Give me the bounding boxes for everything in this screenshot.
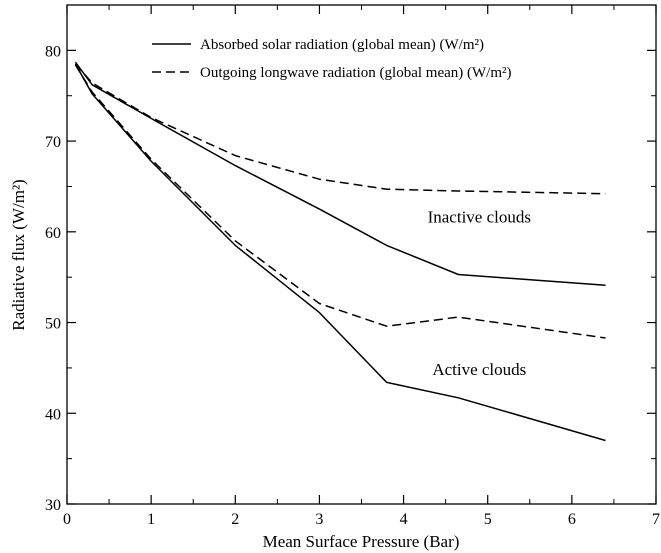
y-tick-label: 30 (45, 497, 61, 514)
series-line-inactive-solid (74, 61, 606, 287)
y-axis-title: Radiative flux (W/m²) (9, 179, 28, 330)
legend-label-absorbed: Absorbed solar radiation (global mean) (… (200, 37, 484, 53)
x-tick-label: 7 (652, 511, 660, 528)
x-axis-title: Mean Surface Pressure (Bar) (263, 532, 460, 551)
legend-label-outgoing: Outgoing longwave radiation (global mean… (200, 65, 512, 81)
x-tick-label: 2 (231, 511, 239, 528)
x-tick-label: 4 (400, 511, 408, 528)
series-line-active-dashed (74, 64, 606, 339)
series-line-inactive-dashed (74, 63, 606, 195)
x-tick-label: 1 (147, 511, 155, 528)
legend: Absorbed solar radiation (global mean) (… (152, 37, 512, 81)
x-tick-label: 3 (315, 511, 323, 528)
x-tick-label: 0 (63, 511, 71, 528)
plot-frame (66, 4, 657, 505)
x-tick-label: 6 (568, 511, 576, 528)
y-tick-label: 70 (45, 134, 61, 151)
y-tick-label: 80 (45, 43, 61, 60)
annotation-active-clouds: Active clouds (432, 360, 526, 379)
y-tick-label: 50 (45, 316, 61, 333)
annotation-inactive-clouds: Inactive clouds (428, 208, 531, 227)
y-tick-label: 60 (45, 225, 61, 242)
series-line-active-solid (74, 63, 606, 442)
x-tick-label: 5 (484, 511, 492, 528)
y-tick-label: 40 (45, 406, 61, 423)
